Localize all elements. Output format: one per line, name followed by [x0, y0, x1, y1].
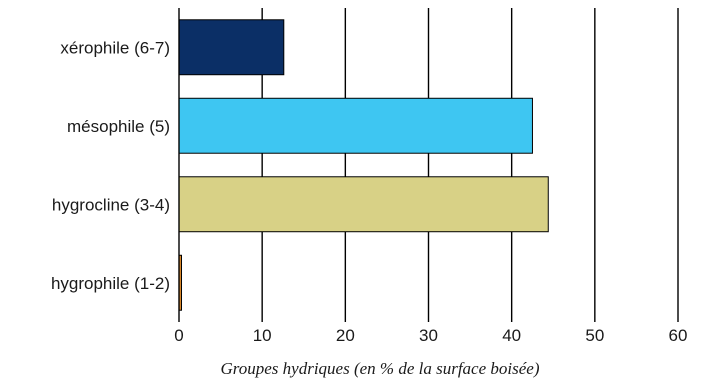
- x-axis-title: Groupes hydriques (en % de la surface bo…: [221, 359, 540, 378]
- x-tick-label-50: 50: [585, 326, 604, 345]
- bar-2: [178, 176, 549, 233]
- x-tick-labels: 0 10 20 30 40 50 60: [174, 326, 687, 345]
- x-tick-label-0: 0: [174, 326, 183, 345]
- bar-0: [178, 19, 285, 76]
- bar-1: [178, 97, 533, 154]
- bars: [178, 19, 549, 311]
- x-tick-label-20: 20: [336, 326, 355, 345]
- gridlines: [261, 8, 679, 322]
- x-tick-label-10: 10: [253, 326, 272, 345]
- x-tick-label-40: 40: [502, 326, 521, 345]
- category-label-2: hygrocline (3-4): [52, 195, 170, 214]
- category-label-1: mésophile (5): [67, 117, 170, 136]
- category-labels: xérophile (6-7) mésophile (5) hygrocline (…: [51, 38, 170, 293]
- x-tick-label-60: 60: [669, 326, 688, 345]
- category-label-3: hygrophile (1-2): [51, 274, 170, 293]
- x-tick-label-30: 30: [419, 326, 438, 345]
- category-label-0: xérophile (6-7): [60, 38, 170, 57]
